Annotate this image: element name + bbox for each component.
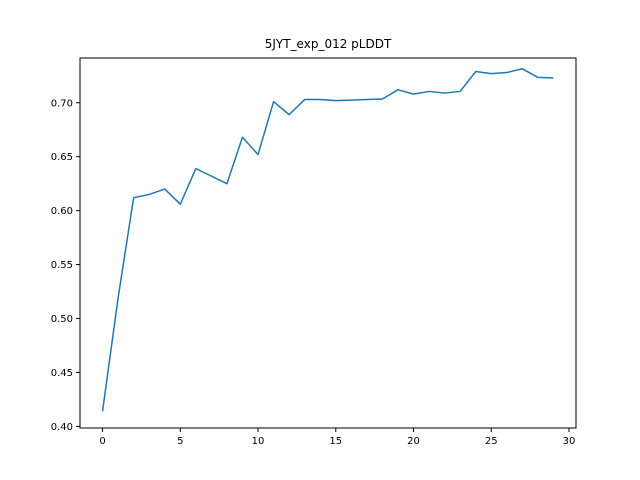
y-tick-label: 0.45 <box>51 368 73 379</box>
y-axis: 0.40 0.45 0.50 0.55 0.60 0.65 0.70 <box>51 98 80 433</box>
plot-frame <box>79 57 577 429</box>
y-tick-label: 0.65 <box>51 152 73 163</box>
x-axis: 0 5 10 15 20 25 30 <box>99 428 575 447</box>
y-tick-label: 0.40 <box>51 422 73 433</box>
y-tick-label: 0.60 <box>51 206 73 217</box>
series-line <box>101 68 554 412</box>
x-tick-label: 15 <box>329 436 342 447</box>
plot-series <box>101 68 554 412</box>
x-tick-label: 25 <box>485 436 498 447</box>
chart-title: 5JYT_exp_012 pLDDT <box>265 37 392 51</box>
x-tick-label: 5 <box>177 436 183 447</box>
x-tick-label: 30 <box>563 436 576 447</box>
y-tick-label: 0.55 <box>51 260 73 271</box>
y-tick-label: 0.70 <box>51 98 73 109</box>
x-tick-label: 0 <box>99 436 105 447</box>
x-tick-label: 20 <box>407 436 420 447</box>
x-tick-label: 10 <box>252 436 265 447</box>
y-tick-label: 0.50 <box>51 314 73 325</box>
